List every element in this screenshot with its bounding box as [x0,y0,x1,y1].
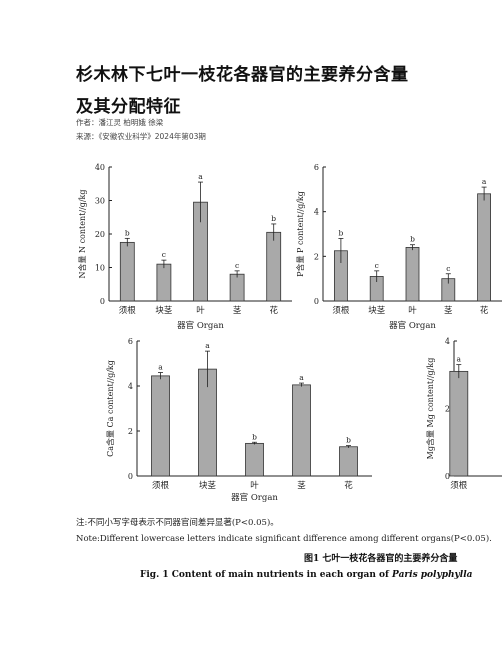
chart-p-bar [405,246,420,302]
chart-n-category-label: 块茎 [155,305,173,316]
note-chinese: 注:不同小写字母表示不同器官间差异显著(P<0.05)。 [76,518,279,528]
chart-ca-category-label: 花 [344,480,353,491]
chart-n-significance-letter: c [235,261,239,270]
chart-mg-y-axis-label: Mg含量 Mg content//g/kg [425,358,435,460]
article-source: 来源：《安徽农业科学》2024年第03期 [76,132,206,141]
chart-p-y-tick-label: 2 [314,252,319,261]
chart-p-category-label: 块茎 [368,305,386,316]
chart-n-bar [229,273,245,302]
chart-ca-y-axis-label: Ca含量 Ca content//g/kg [105,360,115,457]
chart-ca-category-label: 茎 [297,480,306,491]
article-title-line2: 及其分配特征 [76,97,181,117]
chart-n-category-label: 须根 [119,305,137,316]
figure-caption-species: Paris polyphylla [392,570,473,580]
chart-p-bar [477,193,492,302]
chart-n-significance-letter: b [271,214,276,223]
figure-caption-english-prefix: Fig. 1 Content of main nutrients in each… [140,570,393,580]
note-english: Note:Different lowercase letters indicat… [76,534,492,544]
article-title-line1: 杉木林下七叶一枝花各器官的主要养分含量 [76,65,409,85]
chart-ca-y-tick-label: 2 [128,427,133,436]
chart-p-category-label: 花 [480,305,489,316]
chart-ca-bar [339,446,358,477]
chart-ca-significance-letter: b [252,432,257,441]
chart-n-y-tick-label: 20 [95,230,105,239]
chart-n-y-tick-label: 10 [95,264,105,273]
chart-n-y-tick-label: 0 [100,297,105,306]
chart-ca-bar [151,375,170,477]
chart-ca-bar [245,442,264,477]
chart-p-y-tick-label: 6 [314,163,319,172]
chart-ca-category-label: 叶 [250,481,259,491]
chart-n-bar [266,231,282,302]
chart-n-x-axis-label: 器官 Organ [177,320,224,331]
chart-n-significance-letter: a [198,172,203,181]
chart-p-y-tick-label: 0 [314,297,319,306]
chart-p-x-axis-label: 器官 Organ [389,320,436,331]
chart-p-category-label: 须根 [332,305,350,316]
chart-mg-y-tick-label: 4 [445,337,450,346]
chart-p-y-axis-label: P含量 P content//g/kg [295,191,305,277]
chart-n-y-tick-label: 30 [95,197,105,206]
chart-n-bar [156,263,172,302]
chart-n-y-axis-label: N含量 N content//g/kg [77,189,87,278]
chart-n-significance-letter: c [162,250,166,259]
chart-p-significance-letter: c [446,264,450,273]
chart-p-y-tick-label: 4 [314,208,319,217]
chart-ca-significance-letter: a [205,341,210,350]
chart-ca-y-tick-label: 4 [128,382,133,391]
chart-n-y-tick-label: 40 [95,163,105,172]
chart-ca-significance-letter: b [346,436,351,445]
chart-mg-bar [449,370,469,477]
chart-ca-category-label: 块茎 [199,480,217,491]
chart-ca-significance-letter: a [158,363,163,372]
chart-ca-bar [292,384,311,477]
chart-p-significance-letter: b [338,228,343,237]
figure-caption-english: Fig. 1 Content of main nutrients in each… [140,570,472,580]
article-authors: 作者：潘江灵 柏明娥 徐梁 [76,118,164,127]
chart-n-bar [119,241,135,302]
figure-caption-chinese: 图1 七叶一枝花各器官的主要养分含量 [304,554,458,564]
chart-mg-significance-letter: a [457,355,462,364]
chart-p-category-label: 叶 [408,306,417,316]
chart-ca-category-label: 须根 [152,480,170,491]
chart-p-significance-letter: a [482,177,487,186]
chart-ca-significance-letter: a [299,373,304,382]
chart-ca-y-tick-label: 0 [128,472,133,481]
chart-mg-y-tick-label: 2 [445,405,450,414]
chart-n-category-label: 叶 [196,306,205,316]
chart-ca-x-axis-label: 器官 Organ [231,492,278,503]
chart-ca-y-tick-label: 6 [128,337,133,346]
chart-n-category-label: 茎 [233,305,242,316]
chart-mg-category-label: 须根 [450,480,468,491]
chart-n-significance-letter: b [125,228,130,237]
chart-mg-y-tick-label: 0 [445,472,450,481]
chart-n-category-label: 花 [269,305,278,316]
chart-p-significance-letter: b [410,235,415,244]
chart-p-category-label: 茎 [444,305,453,316]
chart-p-significance-letter: c [375,261,379,270]
